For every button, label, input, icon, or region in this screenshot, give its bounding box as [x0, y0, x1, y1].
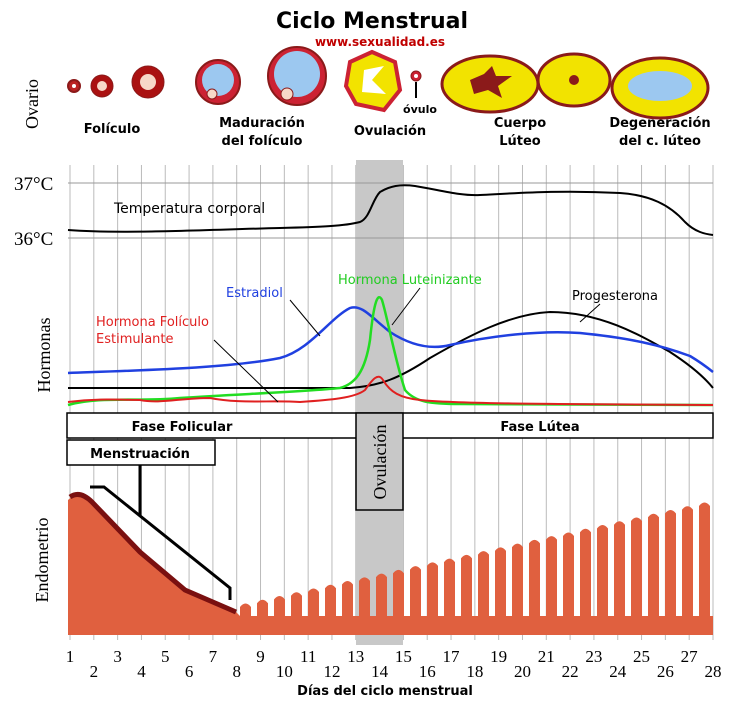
luteal-label: Fase Lútea: [500, 420, 579, 435]
day-label: 20: [514, 662, 531, 681]
day-label: 9: [256, 647, 265, 666]
stage-line: Maduración: [219, 116, 305, 131]
day-label: 16: [419, 662, 436, 681]
ovum-label: óvulo: [403, 103, 437, 116]
day-label: 10: [276, 662, 293, 681]
fsh-line: Hormona Folículo: [96, 315, 209, 330]
day-label: 26: [657, 662, 674, 681]
endometrium-label: Endometrio: [32, 518, 52, 603]
stage-line: Ovulación: [354, 124, 426, 139]
leader-line: [214, 340, 278, 402]
day-label: 15: [395, 647, 412, 666]
day-label: 21: [538, 647, 555, 666]
ovulation-label: Ovulación: [370, 425, 390, 500]
day-label: 1: [66, 647, 75, 666]
day-label: 17: [443, 647, 461, 666]
stage-label: Cuerpo Lúteo: [494, 116, 546, 149]
day-label: 28: [705, 662, 722, 681]
stage-line: Folículo: [84, 122, 141, 137]
temperature-curve-label: Temperatura corporal: [113, 201, 265, 217]
follicular-label: Fase Folicular: [132, 420, 233, 435]
day-label: 3: [113, 647, 122, 666]
day-label: 13: [347, 647, 364, 666]
hormones-label: Hormonas: [34, 318, 54, 393]
day-label: 11: [300, 647, 316, 666]
day-label: 24: [609, 662, 627, 681]
day-label: 19: [490, 647, 507, 666]
diagram: Ciclo Menstrual www.sexualidad.es Ovario…: [0, 0, 744, 703]
stage-line: Degeneración: [609, 116, 710, 131]
stage-label: Maduración del folículo: [219, 116, 305, 149]
stage-line: del c. lúteo: [619, 134, 701, 149]
ovary-label: Ovario: [22, 79, 42, 129]
day-axis: 1234567891011121314151617181920212223242…: [66, 647, 722, 681]
day-label: 5: [161, 647, 170, 666]
menstruation-label: Menstruación: [90, 447, 190, 462]
day-label: 27: [681, 647, 699, 666]
day-label: 22: [562, 662, 579, 681]
day-label: 14: [371, 662, 389, 681]
day-label: 23: [585, 647, 602, 666]
fsh-label: Hormona Folículo Estimulante: [96, 315, 209, 347]
leader-line: [290, 300, 320, 336]
source: www.sexualidad.es: [315, 35, 445, 49]
day-label: 25: [633, 647, 650, 666]
progesterone-label: Progesterona: [572, 289, 658, 304]
day-label: 4: [137, 662, 146, 681]
title: Ciclo Menstrual: [276, 9, 468, 34]
stage-line: Lúteo: [499, 134, 541, 149]
day-label: 12: [323, 662, 340, 681]
day-label: 2: [90, 662, 99, 681]
temp-label: 36°C: [14, 229, 53, 250]
stage-line: Cuerpo: [494, 116, 546, 131]
day-label: 7: [209, 647, 218, 666]
ovary-icons: [68, 47, 708, 118]
axis-title: Días del ciclo menstrual: [297, 684, 473, 699]
fsh-line: Estimulante: [96, 332, 174, 347]
temp-label: 37°C: [14, 174, 53, 195]
day-label: 6: [185, 662, 194, 681]
day-label: 8: [232, 662, 241, 681]
estradiol-label: Estradiol: [226, 286, 283, 301]
stage-label: Degeneración del c. lúteo: [609, 116, 710, 149]
stage-label: Ovulación: [354, 124, 426, 139]
stage-label: Folículo: [84, 122, 141, 137]
lh-label: Hormona Luteinizante: [338, 273, 482, 288]
day-label: 18: [466, 662, 483, 681]
stage-line: del folículo: [222, 134, 303, 149]
